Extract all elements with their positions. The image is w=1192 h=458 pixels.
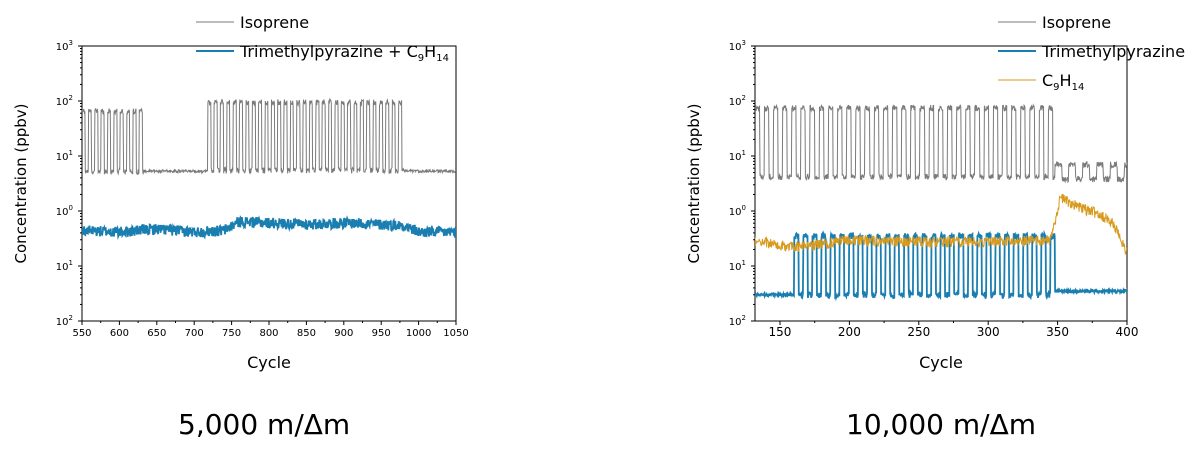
legend-label: Isoprene <box>240 13 309 32</box>
legend-label: Trimethylpyrazine + C9H14 <box>239 42 449 64</box>
x-tick-label: 300 <box>977 325 1000 339</box>
y-tick-label: 101 <box>729 259 746 273</box>
x-tick-label: 950 <box>372 328 391 339</box>
chart-2: 150 200 250 300 350 400 102 101 100 101 102 103 Cycl… <box>685 13 1185 372</box>
x-tick-label: 250 <box>907 325 930 339</box>
series-line-1 <box>755 103 1127 184</box>
x-tick-label: 400 <box>1116 325 1139 339</box>
y-tick-label: 100 <box>729 204 746 218</box>
x-tick-label: 900 <box>334 328 353 339</box>
y-tick-label: 101 <box>56 149 73 163</box>
y-tick-label: 103 <box>56 39 73 53</box>
x-tick-label: 750 <box>222 328 241 339</box>
legend-label: C9H14 <box>1042 71 1084 93</box>
x-tick-label: 200 <box>838 325 861 339</box>
x-axis-label: Cycle <box>919 353 963 372</box>
plot-frame <box>754 45 1128 322</box>
y-tick-label: 101 <box>729 149 746 163</box>
x-tick-label: 1050 <box>443 328 468 339</box>
series-line-2 <box>755 229 1127 302</box>
series-line-2 <box>82 215 456 240</box>
x-tick-label: 550 <box>72 328 91 339</box>
y-tick-label: 102 <box>56 94 73 108</box>
y-tick-label: 100 <box>56 204 73 218</box>
x-tick-label: 700 <box>185 328 204 339</box>
y-axis-label: Concentration (ppbv) <box>685 103 703 263</box>
series-line-1 <box>82 97 456 176</box>
chart-2-caption: 10,000 m/Δm <box>846 408 1037 441</box>
y-tick-label: 103 <box>729 39 746 53</box>
x-tick-label: 650 <box>147 328 166 339</box>
x-tick-label: 600 <box>110 328 129 339</box>
legend-label: Isoprene <box>1042 13 1111 32</box>
y-tick-label: 102 <box>56 314 73 328</box>
legend-label: Trimethylpyrazine <box>1041 42 1185 61</box>
x-tick-label: 800 <box>259 328 278 339</box>
chart-1: 550 600 650 700 750 800 850 900 950 1000 1050 102 10… <box>12 13 469 372</box>
y-tick-label: 102 <box>729 94 746 108</box>
x-tick-label: 850 <box>297 328 316 339</box>
x-tick-label: 150 <box>769 325 792 339</box>
x-axis-label: Cycle <box>247 353 291 372</box>
plot-frame <box>81 45 457 322</box>
x-tick-label: 1000 <box>406 328 431 339</box>
y-tick-label: 101 <box>56 259 73 273</box>
series-line-3 <box>755 193 1127 256</box>
chart-1-caption: 5,000 m/Δm <box>178 408 351 441</box>
y-axis-label: Concentration (ppbv) <box>12 103 30 263</box>
y-tick-label: 102 <box>729 314 746 328</box>
x-tick-label: 350 <box>1046 325 1069 339</box>
